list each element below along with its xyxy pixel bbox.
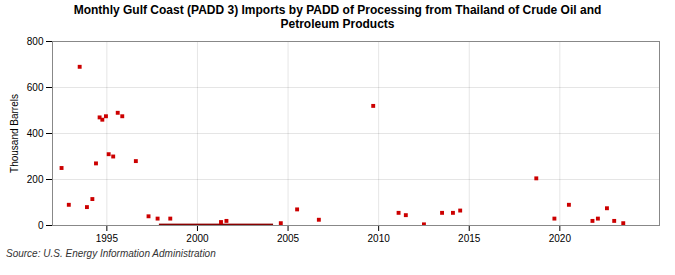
svg-text:2000: 2000 [186, 233, 209, 244]
svg-text:1995: 1995 [96, 233, 119, 244]
svg-text:800: 800 [27, 36, 44, 47]
svg-text:400: 400 [27, 128, 44, 139]
svg-text:2005: 2005 [277, 233, 300, 244]
svg-text:600: 600 [27, 82, 44, 93]
svg-text:Thousand Barrels: Thousand Barrels [9, 94, 20, 173]
svg-text:200: 200 [27, 174, 44, 185]
svg-text:2010: 2010 [368, 233, 391, 244]
svg-text:0: 0 [38, 220, 44, 231]
html-text:Monthly Gulf Coast (PADD 3) Im: Monthly Gulf Coast (PADD 3) Imports by P… [73, 3, 602, 31]
svg-text:2015: 2015 [458, 233, 481, 244]
svg-text:2020: 2020 [549, 233, 572, 244]
html-text:Source: U.S. Energy Informatio: Source: U.S. Energy Information Administ… [6, 248, 216, 259]
